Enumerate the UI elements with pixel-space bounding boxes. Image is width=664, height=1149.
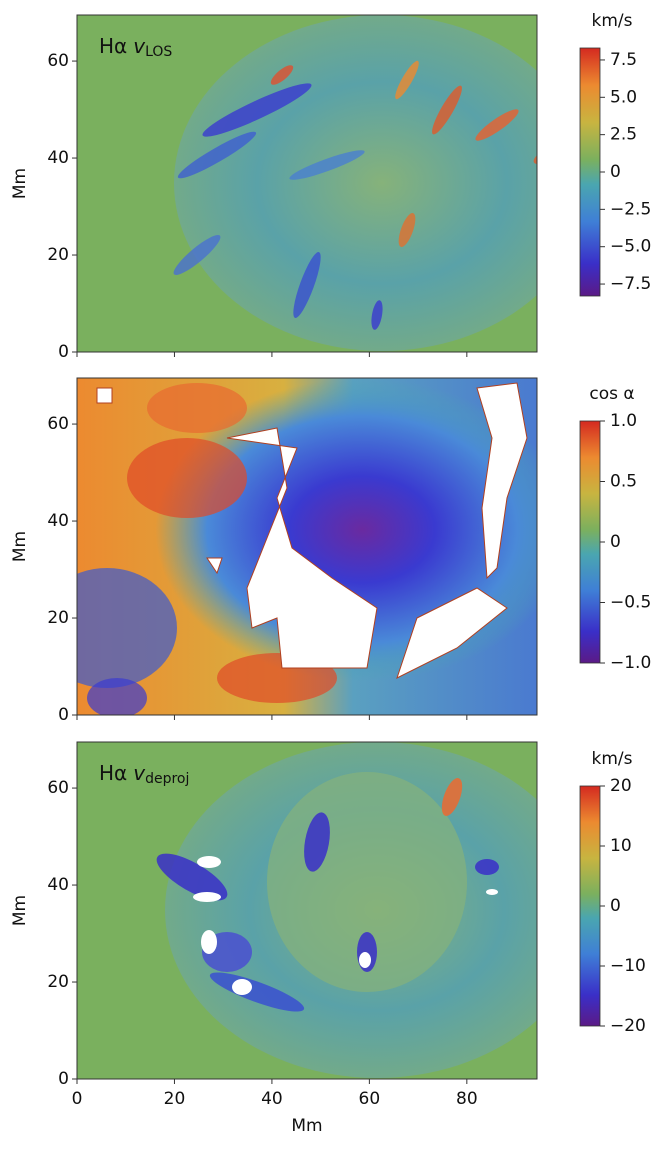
colorbar-tick-label: −0.5	[610, 593, 651, 613]
flow-feature	[209, 972, 305, 1012]
undefined-region	[396, 587, 508, 679]
label-prefix: Hα	[99, 761, 127, 785]
disk	[174, 15, 537, 351]
colorbar-tick-label: −1.0	[610, 653, 651, 673]
colorbar-tick-label: 5.0	[610, 87, 637, 107]
flow-feature	[289, 150, 365, 180]
region	[77, 568, 177, 688]
axes-frame	[76, 14, 538, 353]
colorbar-tick-label: −7.5	[610, 274, 651, 294]
colorbar-tick-label: 7.5	[610, 50, 637, 70]
flow-feature	[202, 83, 312, 137]
colorbar-tick-label: 2.5	[610, 125, 637, 145]
x-tick-label: 60	[359, 1089, 381, 1109]
region	[147, 383, 247, 433]
x-axis-label: Mm	[291, 1116, 322, 1136]
y-tick-label: 60	[47, 51, 69, 71]
colorbar-tick-label: −20	[610, 1016, 646, 1036]
label-symbol: v	[133, 761, 146, 785]
label-prefix: Hα	[99, 34, 127, 58]
colorbar-tick-label: 0.5	[610, 472, 637, 492]
undefined-region	[206, 557, 223, 575]
undefined-region	[232, 979, 252, 995]
colorbar-tick-label: −2.5	[610, 199, 651, 219]
y-tick-label: 40	[47, 148, 69, 168]
y-tick-label: 20	[47, 608, 69, 628]
x-tick-label: 40	[261, 1089, 283, 1109]
undefined-region	[201, 930, 217, 954]
undefined-region	[193, 892, 221, 902]
undefined-region	[486, 889, 498, 895]
y-tick-label: 60	[47, 414, 69, 434]
y-tick-label: 40	[47, 875, 69, 895]
colorbar-label: km/s	[592, 749, 633, 769]
axes-frame	[76, 741, 538, 1080]
colorbar-tick-label: −10	[610, 956, 646, 976]
flow-feature	[270, 65, 294, 85]
colorbar	[579, 420, 601, 664]
region	[127, 438, 247, 518]
y-axis-label: Mm	[10, 531, 30, 562]
colorbar-tick-label: 10	[610, 836, 632, 856]
x-tick-label: 0	[72, 1089, 83, 1109]
y-axis-label: Mm	[10, 895, 30, 926]
flow-feature	[398, 212, 416, 248]
flow-feature	[475, 109, 519, 141]
undefined-region	[359, 952, 371, 968]
y-axis-label: Mm	[10, 168, 30, 199]
undefined-region	[226, 427, 378, 669]
undefined-region	[96, 387, 113, 404]
flow-feature	[441, 778, 463, 816]
flow-feature	[177, 131, 257, 179]
colorbar-tick-label: −5.0	[610, 237, 651, 257]
colorbar-tick-label: 0	[610, 896, 621, 916]
undefined-region	[476, 382, 528, 580]
y-tick-label: 40	[47, 511, 69, 531]
panel-label: Hα vLOS	[99, 34, 172, 61]
y-tick-label: 20	[47, 972, 69, 992]
flow-feature	[304, 812, 330, 872]
x-tick-label: 80	[456, 1089, 478, 1109]
label-symbol: v	[133, 34, 146, 58]
colorbar-label: km/s	[592, 11, 633, 31]
flow-feature	[432, 85, 462, 135]
label-subscript: LOS	[145, 44, 172, 60]
flow-feature	[156, 853, 228, 901]
heatmap	[77, 378, 537, 715]
y-tick-label: 0	[58, 342, 69, 362]
colorbar-tick-label: 20	[610, 776, 632, 796]
x-tick-label: 20	[164, 1089, 186, 1109]
axes-frame	[76, 377, 538, 716]
y-tick-label: 0	[58, 1069, 69, 1089]
colorbar	[579, 47, 601, 297]
panel-label: Hα vdeproj	[99, 761, 189, 788]
heatmap	[77, 15, 537, 352]
colorbar	[579, 785, 601, 1027]
flow-feature	[371, 300, 383, 330]
flow-feature	[173, 234, 221, 276]
flow-feature	[475, 859, 499, 875]
flow-feature	[395, 60, 419, 100]
flow-feature	[293, 252, 321, 318]
colorbar-tick-label: 0	[610, 162, 621, 182]
label-subscript: deproj	[145, 771, 189, 787]
colorbar-tick-label: 0	[610, 532, 621, 552]
y-tick-label: 60	[47, 778, 69, 798]
y-tick-label: 20	[47, 245, 69, 265]
y-tick-label: 0	[58, 705, 69, 725]
heatmap	[77, 742, 537, 1079]
region	[87, 678, 147, 715]
colorbar-tick-label: 1.0	[610, 411, 637, 431]
colorbar-label: cos α	[589, 384, 634, 404]
undefined-region	[197, 856, 221, 868]
